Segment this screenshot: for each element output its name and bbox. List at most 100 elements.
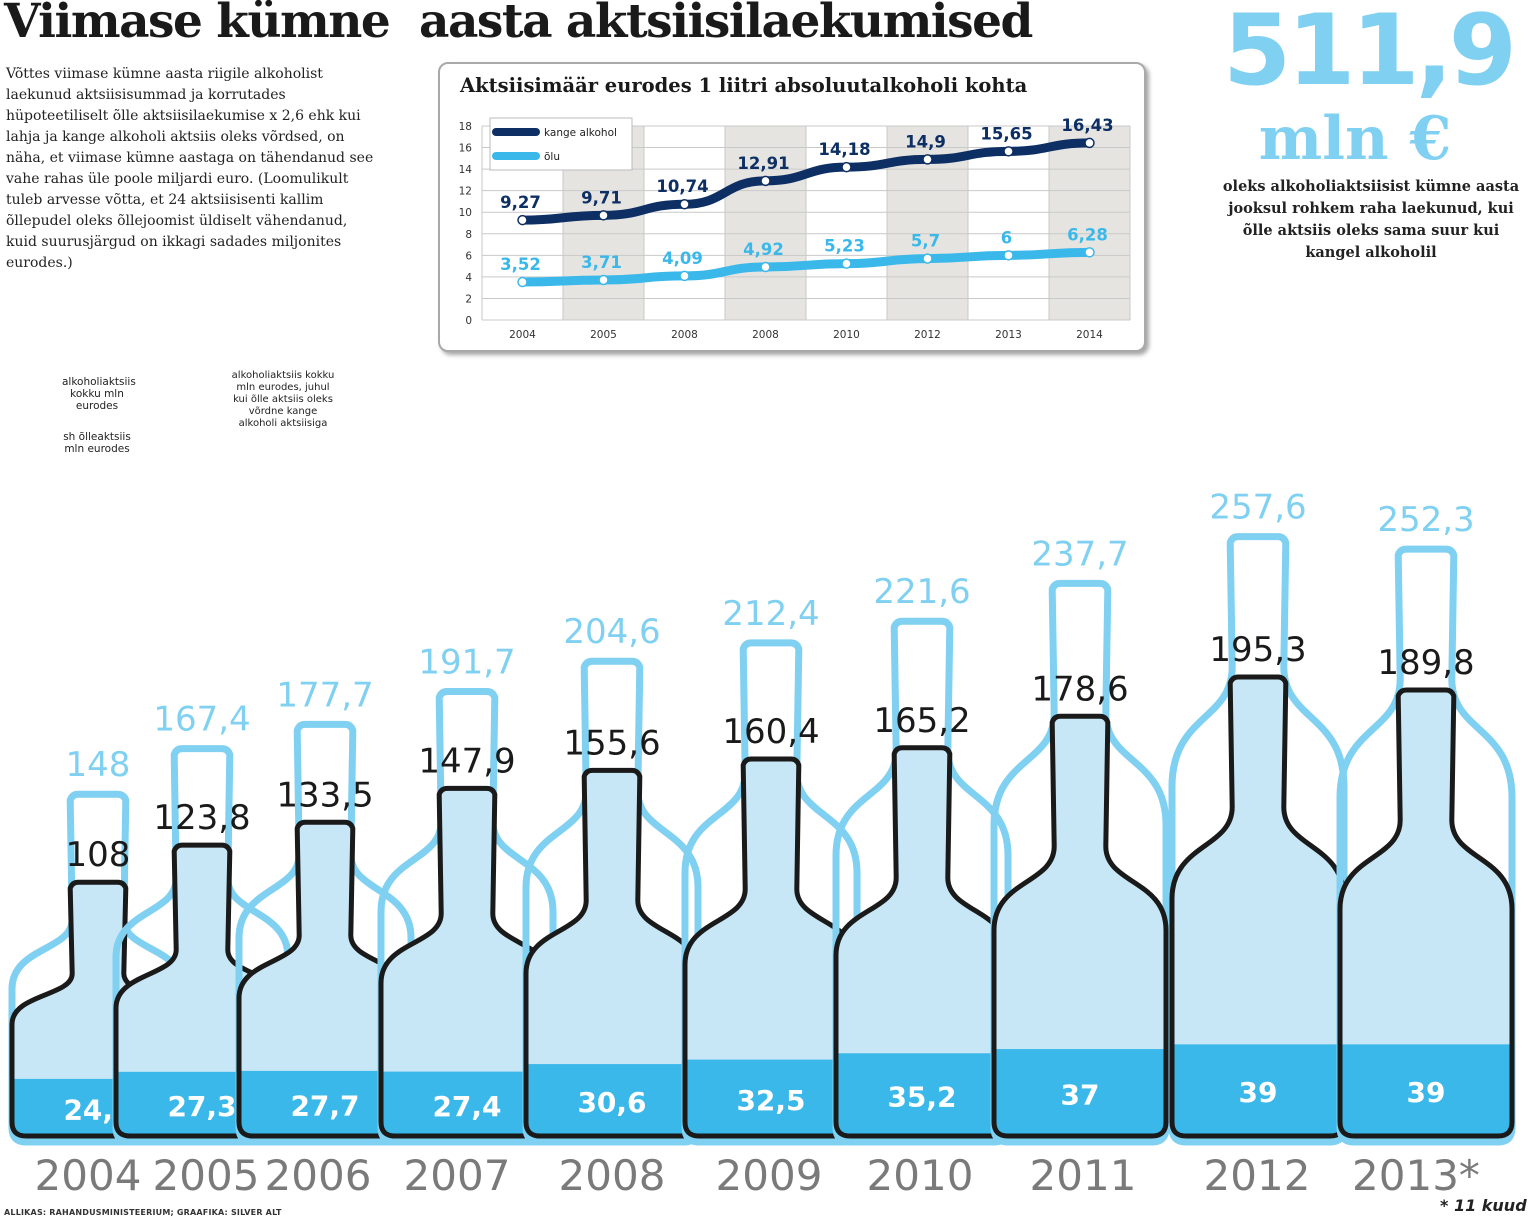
- beer-value-label: 30,6: [577, 1086, 646, 1119]
- actual-value-label: 108: [66, 835, 131, 875]
- y-tick-label: 16: [459, 143, 473, 155]
- actual-value-label: 155,6: [563, 723, 660, 763]
- x-tick-label: 2008: [752, 329, 779, 341]
- data-point: [1084, 247, 1095, 258]
- footnote: * 11 kuud: [1440, 1196, 1527, 1215]
- data-point: [517, 214, 528, 226]
- year-label: 2006: [265, 1151, 372, 1200]
- data-label: 9,71: [581, 188, 622, 207]
- data-label: 10,74: [656, 177, 708, 196]
- actual-bottle-fill: [994, 716, 1166, 1136]
- year-label: 2010: [867, 1151, 974, 1200]
- beer-value-label: 27,3: [167, 1090, 236, 1123]
- actual-bottle-fill: [685, 759, 857, 1136]
- hypothetical-value-label: 148: [66, 745, 131, 785]
- actual-bottle-fill: [1340, 689, 1512, 1136]
- beer-value-label: 27,7: [290, 1089, 359, 1122]
- x-tick-label: 2008: [671, 329, 698, 341]
- data-label: 4,92: [743, 240, 784, 259]
- highlight-value: 511,9: [1223, 0, 1517, 108]
- inset-title: Aktsiisimäär eurodes 1 liitri absoluutal…: [460, 74, 1028, 97]
- hypothetical-value-label: 252,3: [1377, 500, 1474, 540]
- data-label: 16,43: [1061, 116, 1113, 135]
- actual-value-label: 160,4: [722, 712, 819, 752]
- actual-value-label: 133,5: [276, 775, 373, 815]
- actual-bottle-fill: [381, 788, 553, 1136]
- beer-value-label: 39: [1239, 1076, 1278, 1109]
- inset-legend-box: [489, 117, 633, 171]
- data-label: 6: [1001, 228, 1012, 247]
- data-point: [598, 210, 609, 221]
- beer-value-label: 32,5: [736, 1084, 805, 1117]
- data-label: 5,7: [911, 232, 940, 251]
- beer-value-label: 27,4: [432, 1090, 501, 1123]
- hypothetical-value-label: 167,4: [153, 700, 250, 740]
- highlight-unit: mln €: [1258, 104, 1452, 174]
- y-tick-label: 4: [465, 272, 472, 284]
- hypothetical-value-label: 221,6: [873, 572, 970, 612]
- actual-bottle-outline: [1337, 687, 1515, 1139]
- beer-excise-fill: [1172, 1044, 1344, 1136]
- actual-bottle-fill: [836, 747, 1008, 1136]
- actual-value-label: 189,8: [1377, 643, 1474, 683]
- series-line-strong-alcohol: [518, 138, 1094, 225]
- x-tick-label: 2013: [995, 329, 1022, 341]
- year-label: 2011: [1030, 1151, 1137, 1200]
- y-tick-label: 2: [465, 293, 472, 305]
- shaded-column: [725, 126, 806, 320]
- data-label: 6,28: [1067, 225, 1108, 244]
- hypothetical-value-label: 204,6: [563, 612, 660, 652]
- inset-legend-label: kange alkohol: [544, 127, 617, 139]
- beer-excise-fill: [685, 1059, 857, 1136]
- year-label: 2009: [716, 1151, 823, 1200]
- beer-excise-fill: [526, 1064, 698, 1136]
- excise-rate-line-chart: 0 2 4 6 8 10 12 14 16 18 2004 2005 2008 2008 2010 2012 2…: [459, 116, 1131, 341]
- actual-bottle-fill: [239, 822, 411, 1136]
- data-point: [922, 253, 933, 264]
- legend-label-hypothetical: alkoholiaktsiis kokku mln eurodes, juhul…: [231, 370, 335, 429]
- actual-value-label: 165,2: [873, 701, 970, 741]
- beer-excise-fill: [1340, 1044, 1512, 1136]
- x-tick-label: 2012: [914, 329, 941, 341]
- data-label: 14,18: [818, 140, 870, 159]
- data-label: 5,23: [824, 237, 865, 256]
- hypothetical-value-label: 177,7: [276, 675, 373, 715]
- data-label: 3,71: [581, 253, 622, 272]
- shaded-column: [1049, 126, 1130, 320]
- y-tick-label: 14: [459, 164, 473, 176]
- data-label: 12,91: [737, 154, 789, 173]
- hypothetical-value-label: 257,6: [1209, 488, 1306, 528]
- hypothetical-value-label: 212,4: [722, 594, 819, 634]
- chart-title: Viimase kümne aasta aktsiisilaekumised: [4, 0, 1033, 49]
- beer-value-label: 39: [1407, 1076, 1446, 1109]
- data-point: [598, 274, 609, 286]
- year-label: 2013*: [1352, 1151, 1480, 1200]
- legend-label-actual: alkoholiaktsiis kokku mln eurodes: [62, 376, 136, 412]
- data-label: 14,9: [905, 132, 946, 151]
- highlight-note: oleks alkoholiaktsiisist kümne aasta joo…: [1222, 178, 1520, 261]
- actual-bottle-outline: [991, 713, 1169, 1139]
- y-tick-label: 8: [465, 229, 472, 241]
- data-label: 15,65: [980, 124, 1032, 143]
- data-point: [1003, 146, 1014, 157]
- year-label: 2008: [559, 1151, 666, 1200]
- y-tick-label: 18: [459, 121, 472, 133]
- data-label: 9,27: [500, 193, 541, 212]
- actual-value-label: 195,3: [1209, 630, 1306, 670]
- y-tick-label: 10: [459, 207, 472, 219]
- series-line-beer: [518, 247, 1094, 287]
- hypothetical-value-label: 237,7: [1031, 534, 1128, 574]
- actual-value-label: 123,8: [153, 798, 250, 838]
- legend-label-beer: sh õlleaktsiis mln eurodes: [63, 431, 131, 455]
- data-point: [1003, 250, 1014, 261]
- x-tick-label: 2004: [509, 329, 536, 341]
- actual-value-label: 147,9: [418, 741, 515, 781]
- data-point: [922, 154, 933, 165]
- y-tick-label: 12: [459, 186, 472, 198]
- y-tick-label: 0: [465, 315, 472, 327]
- data-point: [841, 161, 852, 173]
- data-point: [841, 258, 852, 269]
- bottle-legend: alkoholiaktsiis kokku mln eurodes sh õll…: [0, 0, 400, 455]
- data-label: 3,52: [500, 255, 541, 274]
